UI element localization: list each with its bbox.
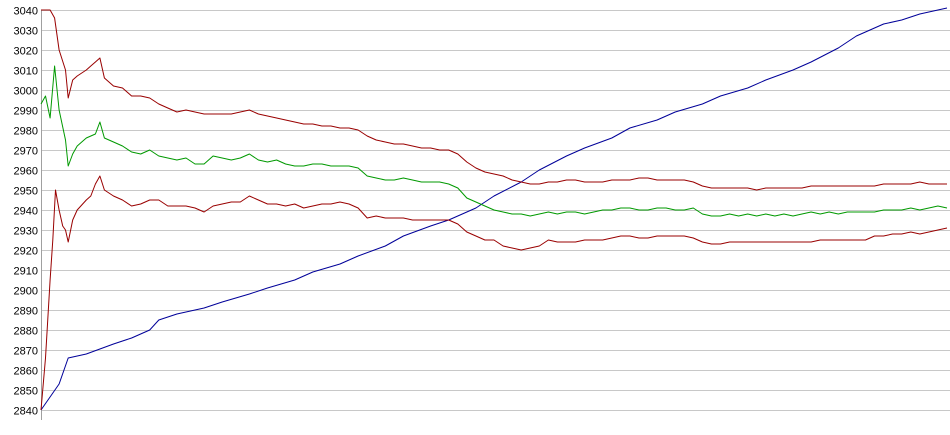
series-line-2 (40, 65, 948, 217)
y-axis-tick-labels: 2840 2850 2860 2870 2880 2890 2900 2910 2920 2930… (14, 6, 38, 418)
y-tick-label: 2870 (14, 346, 38, 358)
y-tick-label: 2940 (14, 206, 38, 218)
y-tick-label: 3000 (14, 86, 38, 98)
series-line-3 (41, 9, 947, 191)
y-tick-label: 3030 (14, 26, 38, 38)
y-tick-label: 2890 (14, 306, 38, 318)
y-tick-label: 3010 (14, 66, 38, 78)
series-layer (40, 7, 948, 411)
y-tick-label: 2880 (14, 326, 38, 338)
y-tick-label: 3020 (14, 46, 38, 58)
y-tick-label: 2850 (14, 386, 38, 398)
y-tick-label: 2960 (14, 166, 38, 178)
y-tick-label: 2910 (14, 266, 38, 278)
series-line-4 (40, 175, 948, 411)
y-tick-label: 2950 (14, 186, 38, 198)
y-tick-label: 2970 (14, 146, 38, 158)
y-tick-label: 2840 (14, 406, 38, 418)
y-tick-label: 2930 (14, 226, 38, 238)
y-tick-label: 2980 (14, 126, 38, 138)
series-line-1 (40, 7, 948, 411)
y-tick-label: 2990 (14, 106, 38, 118)
y-tick-label: 2860 (14, 366, 38, 378)
y-tick-label: 2900 (14, 286, 38, 298)
y-tick-label: 2920 (14, 246, 38, 258)
y-tick-label: 3040 (14, 6, 38, 18)
